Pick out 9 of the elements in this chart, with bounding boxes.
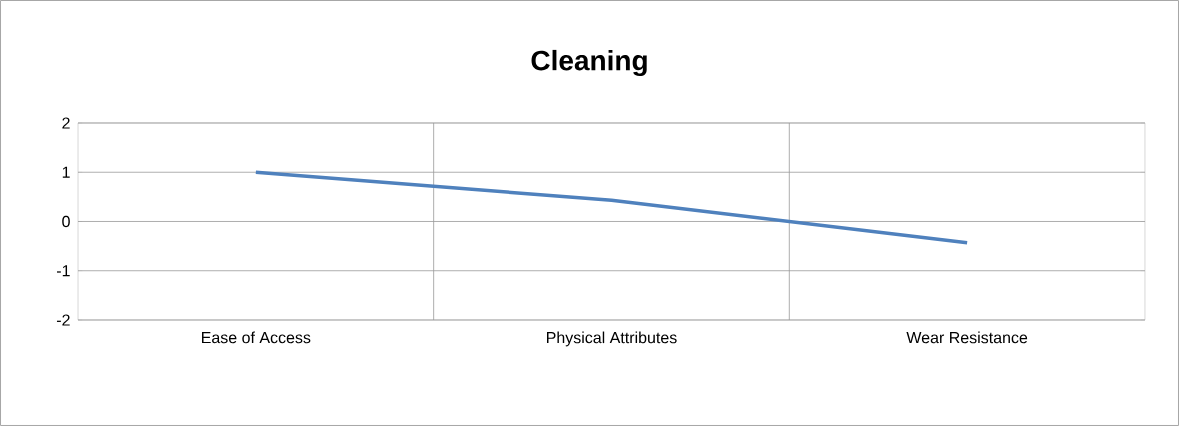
chart-title: Cleaning	[531, 49, 647, 77]
y-tick-label: 1	[62, 166, 70, 178]
y-tick-label: -2	[56, 314, 70, 326]
x-tick-label: Ease of Access	[202, 331, 311, 344]
x-tick-label: Physical Attributes	[547, 331, 677, 347]
y-tick-label: 0	[62, 215, 70, 228]
y-tick-label: 2	[62, 117, 70, 129]
y-tick-label: -1	[56, 265, 70, 277]
x-tick-label: Wear Resistance	[906, 331, 1028, 344]
